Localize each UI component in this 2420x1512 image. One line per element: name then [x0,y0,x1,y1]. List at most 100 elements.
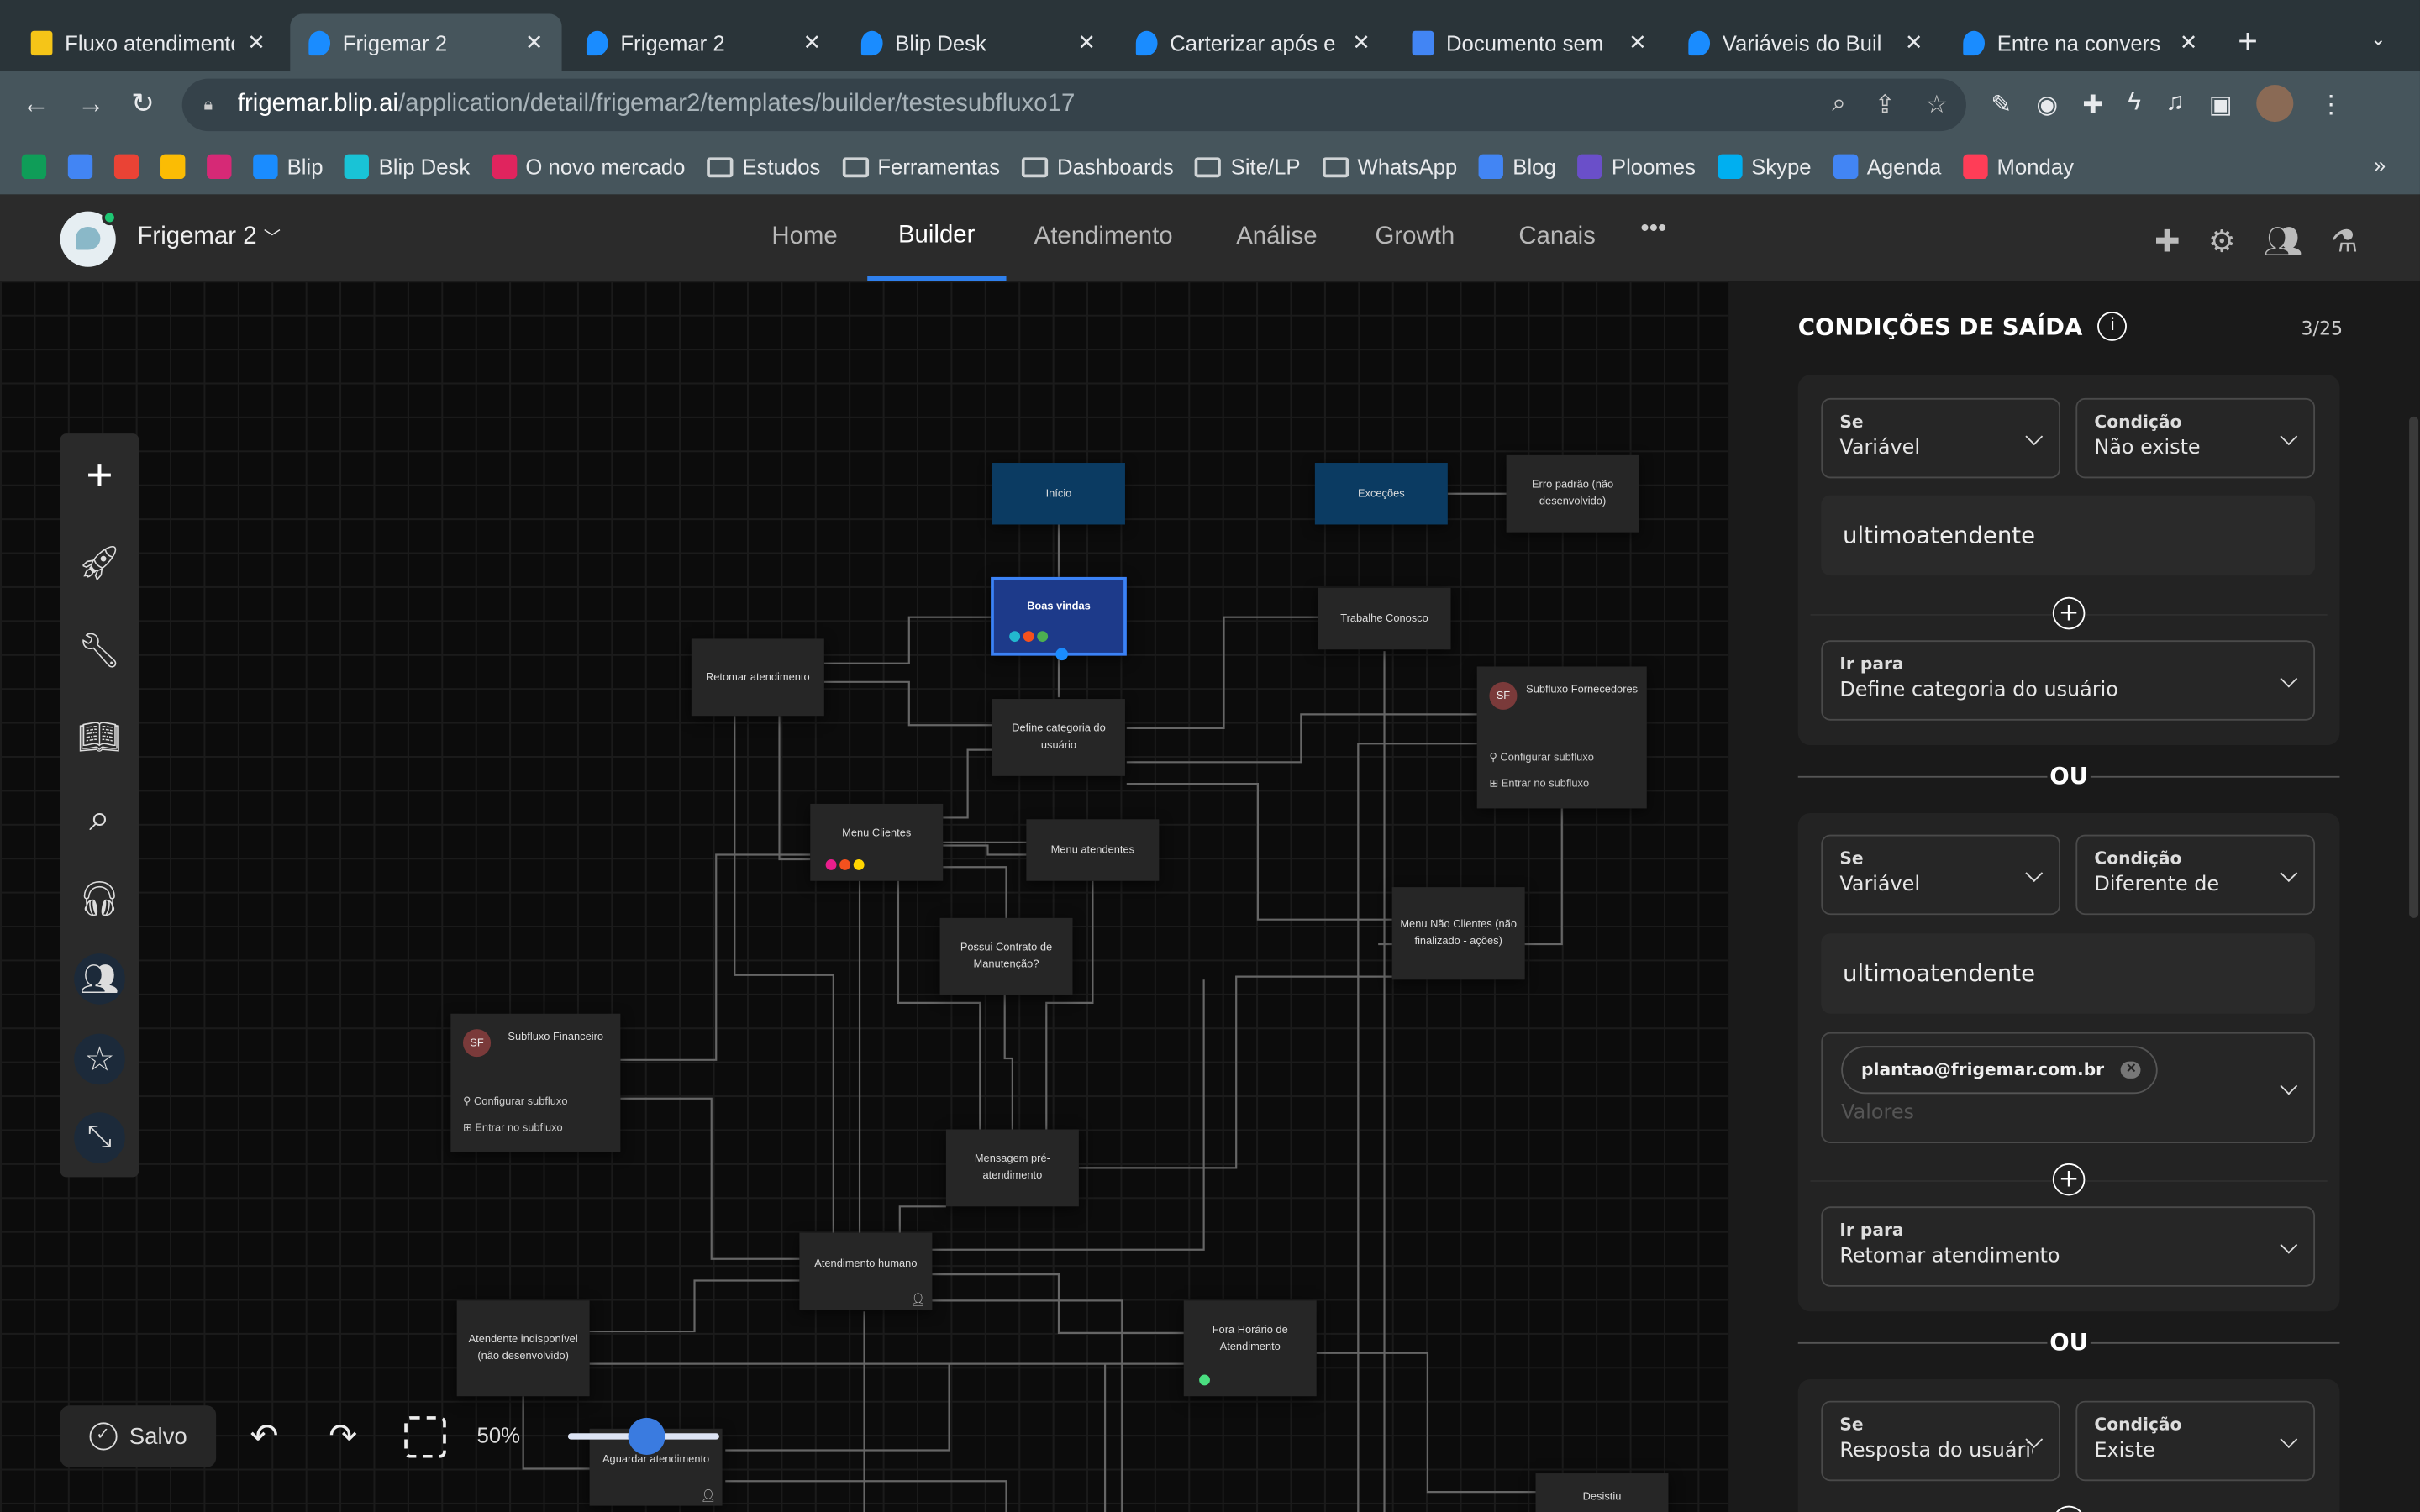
if-select[interactable]: Se Variável [1821,397,2060,479]
extension-shield-icon[interactable]: ◉ [2036,92,2059,119]
flow-canvas[interactable]: Início Exceções Erro padrão (não desenvolv… [0,281,1729,1512]
bookmark[interactable]: Ferramentas [842,155,1000,179]
side-panel-icon[interactable]: ▣ [2208,92,2233,119]
bookmark[interactable]: O novo mercado [491,154,685,180]
share-icon[interactable]: ⇪ [1874,92,1896,119]
flow-block-define[interactable]: Define categoria do usuário [992,699,1125,776]
nav-tab-5[interactable]: Canais [1518,223,1596,250]
extensions-icon[interactable]: ✚ [2154,225,2181,260]
bookmark[interactable] [67,154,93,180]
flow-block-erro[interactable]: Erro padrão (não desenvolvido) [1506,454,1639,533]
bookmark[interactable]: Skype [1717,154,1812,180]
browser-tab[interactable]: Fluxo atendimento ✕ [13,14,284,71]
media-controls-icon[interactable]: ♫ [2165,89,2185,116]
redo-icon[interactable]: ↷ [329,1416,358,1456]
close-tab-icon[interactable]: ✕ [1628,29,1647,55]
if-select[interactable]: Se Variável [1821,834,2060,916]
more-nav-button[interactable]: ••• [1640,216,1667,243]
browser-tab[interactable]: Entre na convers ✕ [1944,14,2216,71]
add-condition-button[interactable]: + [2052,596,2086,630]
address-bar[interactable]: 🔒︎ frigemar.blip.ai/application/detail/f… [182,78,1966,132]
bookmark[interactable]: WhatsApp [1322,155,1457,179]
bookmark[interactable] [21,154,47,180]
bot-selector[interactable]: Frigemar 2 ﹀ [137,223,280,251]
flow-block-menu_cli[interactable]: Menu Clientes [810,803,944,881]
goto-select[interactable]: Ir para Retomar atendimento [1821,1206,2316,1287]
search-icon[interactable]: ⌕ [89,796,110,839]
variable-input[interactable]: ultimoatendente [1821,495,2316,576]
headset-icon[interactable]: 🎧︎ [77,879,122,917]
flow-block-inicio[interactable]: Início [992,463,1125,525]
flow-block-menu_at[interactable]: Menu atendentes [1026,819,1160,881]
bookmark-star-icon[interactable]: ☆ [1925,92,1948,119]
flow-block-sub_fin[interactable]: SF Subfluxo Financeiro ⚲ Configurar subflu… [450,1013,621,1153]
close-tab-icon[interactable]: ✕ [802,29,822,55]
flow-block-menu_nao[interactable]: Menu Não Clientes (não finalizado - açõe… [1392,887,1525,980]
zoom-slider-handle[interactable] [628,1417,666,1456]
add-condition-button[interactable]: + [2052,1505,2086,1512]
condition-select[interactable]: Condição Existe [2075,1400,2316,1482]
condition-select[interactable]: Condição Não existe [2075,397,2316,479]
add-condition-button[interactable]: + [2052,1163,2086,1196]
flow-block-desistiu[interactable]: Desistiu [1535,1473,1669,1512]
goto-select[interactable]: Ir para Define categoria do usuário [1821,640,2316,721]
panel-scrollbar[interactable] [2409,416,2419,918]
flow-block-possui[interactable]: Possui Contrato de Manutenção? [939,917,1073,995]
enter-subflow-link[interactable]: ⊞ Entrar no subfluxo [463,1123,563,1134]
nav-tab-0[interactable]: Home [771,223,838,250]
bookmark[interactable] [113,154,139,180]
rocket-icon[interactable]: 🚀︎ [77,542,122,581]
bookmark[interactable] [160,154,186,180]
close-tab-icon[interactable]: ✕ [1904,29,1923,55]
flow-block-sub_forn[interactable]: SF Subfluxo Fornecedores ⚲ Configurar subf… [1476,666,1647,809]
browser-tab[interactable]: Frigemar 2 ✕ [568,14,839,71]
book-icon[interactable]: 📖︎ [77,717,122,756]
nav-tab-1[interactable]: Builder [867,194,1007,281]
zoom-icon[interactable]: ⌕ [1832,91,1846,118]
beta-flask-icon[interactable]: ⚗ [2330,225,2359,260]
variable-input[interactable]: ultimoatendente [1821,933,2316,1014]
flow-block-at_indisp[interactable]: Atendente indisponível (não desenvolvido… [456,1300,590,1397]
condition-select[interactable]: Condição Diferente de [2075,834,2316,916]
info-icon[interactable]: i [2097,312,2128,341]
configure-subflow-link[interactable]: ⚲ Configurar subfluxo [1489,753,1594,764]
flow-block-excecoes[interactable]: Exceções [1314,463,1448,525]
browser-menu-icon[interactable]: ⋮ [2318,92,2344,119]
close-tab-icon[interactable]: ✕ [247,29,266,55]
flow-block-trabalhe[interactable]: Trabalhe Conosco [1318,587,1451,650]
collapse-icon[interactable]: ⤡ [74,1112,125,1163]
team-icon[interactable]: 👥︎ [2263,225,2303,260]
browser-tab[interactable]: Blip Desk ✕ [843,14,1114,71]
if-select[interactable]: Se Resposta do usuário [1821,1400,2060,1482]
remove-chip-icon[interactable]: × [2121,1061,2142,1079]
bookmark[interactable]: Blog [1478,154,1556,180]
bookmark[interactable]: Monday [1963,154,2074,180]
flow-block-retomar[interactable]: Retomar atendimento [691,638,824,717]
flow-block-at_humano[interactable]: Atendimento humano 👤︎ [799,1232,933,1310]
undo-icon[interactable]: ↶ [250,1416,279,1456]
values-multiselect[interactable]: plantao@frigemar.com.br × Valores [1821,1032,2316,1143]
extensions-puzzle-icon[interactable]: ✚ [2082,92,2104,119]
reload-icon[interactable]: ↻ [131,87,155,119]
close-tab-icon[interactable]: ✕ [524,29,544,55]
bookmark[interactable]: Dashboards [1021,155,1174,179]
add-block-icon[interactable]: + [86,449,113,501]
extension-bolt-icon[interactable]: ϟ [2128,89,2141,116]
bookmarks-overflow-icon[interactable]: » [2373,152,2386,178]
browser-tab[interactable]: Carterizar após e ✕ [1118,14,1389,71]
browser-tab[interactable]: Frigemar 2 ✕ [290,13,562,71]
zoom-slider[interactable] [567,1417,719,1456]
back-icon[interactable]: ← [21,87,50,119]
flow-block-fora[interactable]: Fora Horário de Atendimento [1183,1300,1317,1397]
configure-subflow-link[interactable]: ⚲ Configurar subfluxo [463,1096,568,1108]
star-icon[interactable]: ☆ [74,1033,125,1085]
connection-handle[interactable] [1055,648,1068,661]
close-tab-icon[interactable]: ✕ [2179,29,2198,55]
flow-block-msg_pre[interactable]: Mensagem pré-atendimento [945,1129,1079,1207]
flow-block-boas[interactable]: Boas vindas [991,576,1127,661]
wrench-icon[interactable]: 🔧︎ [77,630,122,669]
nav-tab-4[interactable]: Growth [1375,223,1455,250]
users-chat-icon[interactable]: 👥︎ [74,953,125,1005]
forward-icon[interactable]: → [76,87,105,119]
bookmark[interactable]: Estudos [707,155,820,179]
